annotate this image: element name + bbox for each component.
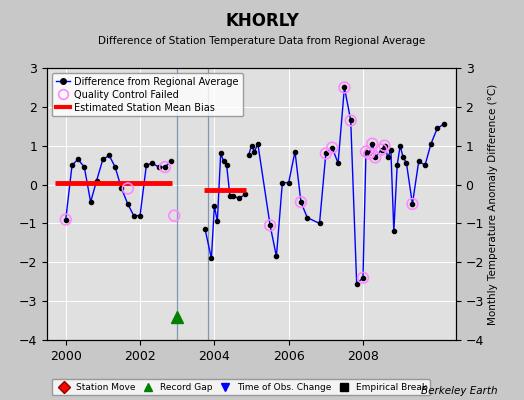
Point [371, 154, 379, 160]
Point [368, 140, 376, 147]
Point [266, 222, 274, 228]
Point [124, 185, 132, 192]
Text: KHORLY: KHORLY [225, 12, 299, 30]
Point [161, 164, 169, 170]
Legend: Station Move, Record Gap, Time of Obs. Change, Empirical Break: Station Move, Record Gap, Time of Obs. C… [52, 379, 430, 395]
Point [362, 148, 370, 155]
Point [377, 146, 386, 153]
Text: Berkeley Earth: Berkeley Earth [421, 386, 498, 396]
Point [297, 199, 305, 205]
Point [340, 84, 348, 91]
Text: Difference of Station Temperature Data from Regional Average: Difference of Station Temperature Data f… [99, 36, 425, 46]
Point [322, 150, 330, 157]
Point [346, 117, 355, 124]
Point [61, 216, 70, 223]
Y-axis label: Monthly Temperature Anomaly Difference (°C): Monthly Temperature Anomaly Difference (… [488, 83, 498, 325]
Point [408, 201, 417, 207]
Point [359, 275, 367, 281]
Point [170, 212, 179, 219]
Point [380, 142, 389, 149]
Point [328, 144, 336, 151]
Point [365, 150, 374, 157]
